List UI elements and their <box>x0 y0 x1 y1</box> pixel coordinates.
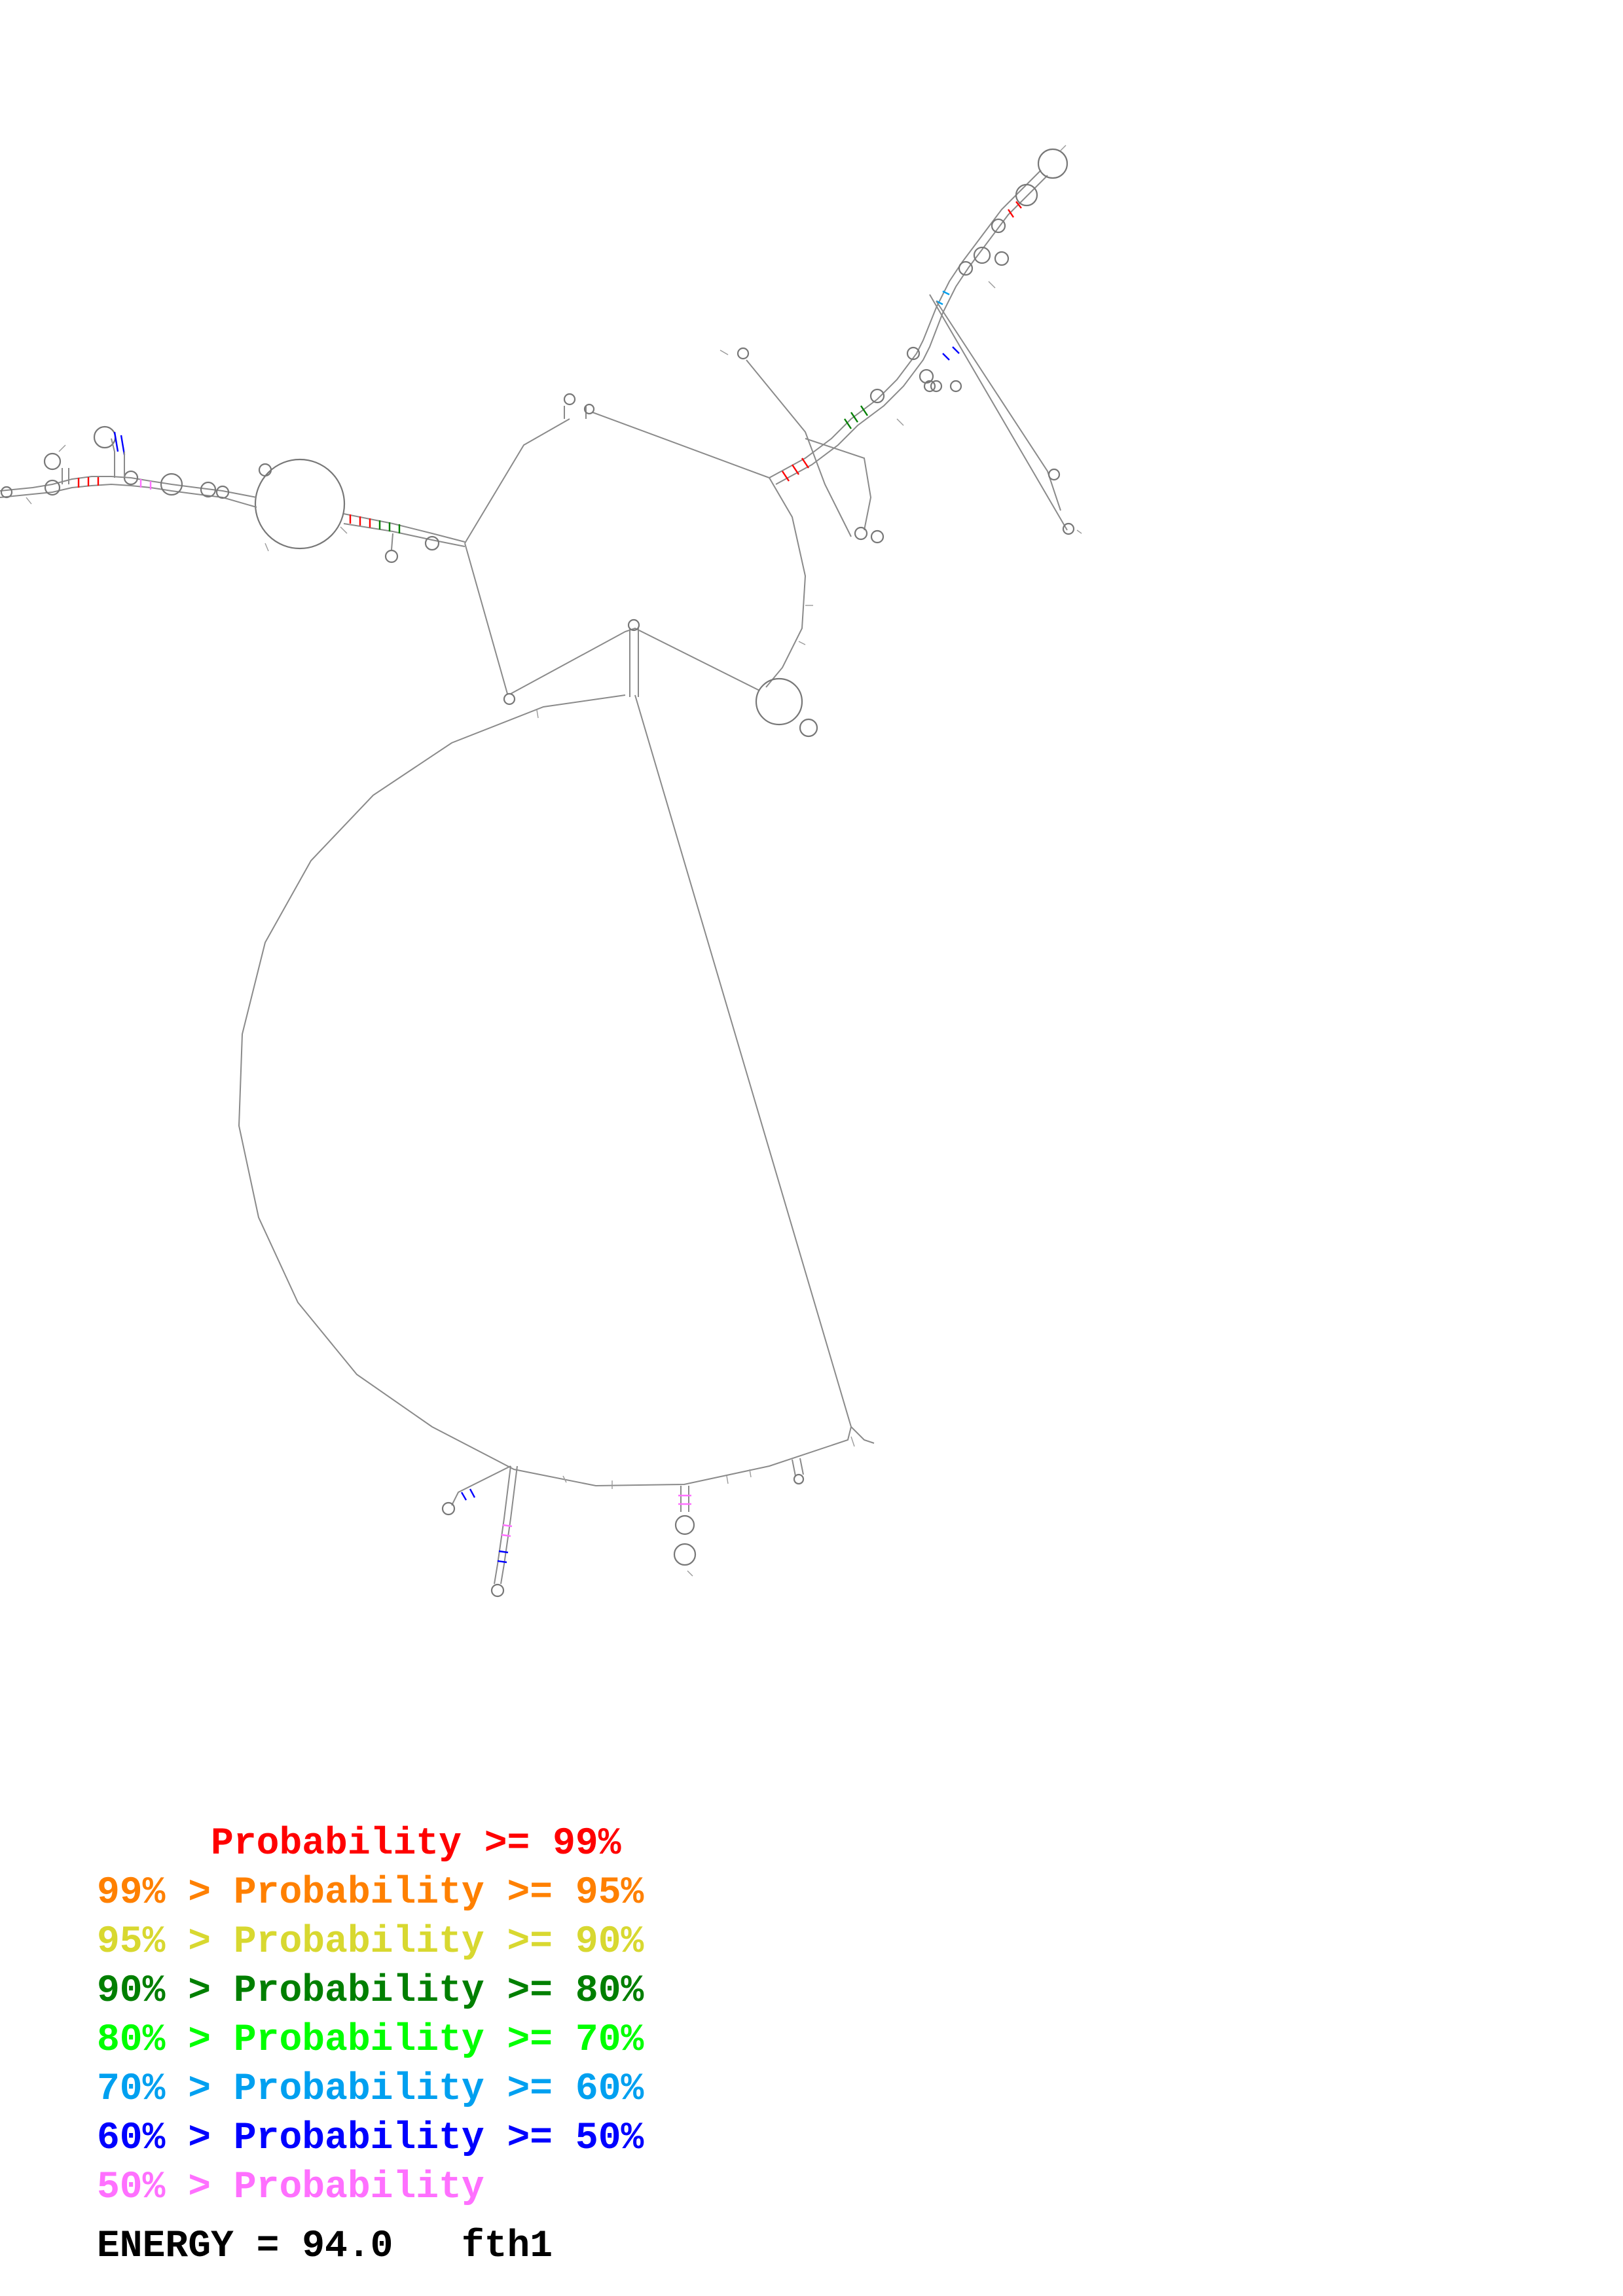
legend-row: 60% > Probability >= 50% <box>97 2117 644 2160</box>
left-chain-loop-2 <box>200 481 217 498</box>
left-chain-backbone <box>0 476 257 498</box>
upper-right-loop-f <box>906 346 921 361</box>
bottom-mid-stem <box>680 1486 689 1512</box>
probability-legend: Probability >= 99% 99% > Probability >= 9… <box>97 1820 644 2212</box>
top-right-hairpin-large <box>1037 148 1068 179</box>
right-mid-hairpin-2 <box>870 529 884 544</box>
right-mid-hairpin-1 <box>854 526 868 541</box>
top-small-hairpin <box>563 393 576 406</box>
left-chain-branch-2 <box>62 468 69 484</box>
left-chain-loop-3 <box>215 485 230 499</box>
left-chain-loop-7 <box>44 479 61 496</box>
right-internal-loop <box>755 677 803 726</box>
energy-label: ENERGY = 94.0 fth1 <box>97 2225 553 2268</box>
left-chain-branch <box>111 438 125 478</box>
left-arm-pairs-red <box>349 514 371 528</box>
left-chain-loop-9 <box>258 463 272 477</box>
small-loop-left <box>503 692 516 706</box>
bottom-left-pairs-blue-2 <box>460 1488 476 1501</box>
bottom-mid-loop-1 <box>674 1515 695 1535</box>
backbone-chord-right <box>634 694 852 1427</box>
left-chain-pairs-pink <box>139 479 152 490</box>
bottom-left-pairs-blue <box>497 1550 509 1564</box>
top-right-loop-3 <box>991 218 1006 234</box>
upper-right-loop-c <box>923 380 936 393</box>
legend-row: Probability >= 99% <box>97 1823 621 1865</box>
far-right-hairpin-2 <box>1062 522 1075 535</box>
legend-row: 80% > Probability >= 70% <box>97 2019 644 2062</box>
legend-row: 99% > Probability >= 95% <box>97 1872 644 1914</box>
top-small-hairpin-2 <box>583 403 595 415</box>
left-chain-loop-5 <box>93 425 117 449</box>
upper-right-loop-a <box>869 388 885 404</box>
upper-right-pairs-red <box>782 457 809 482</box>
legend-row: 50% > Probability <box>97 2166 484 2209</box>
upper-right-long-chord <box>929 294 1068 531</box>
bottom-left-hairpin-1 <box>490 1583 505 1598</box>
upper-right-backbone-2 <box>775 175 1048 485</box>
bottom-right-stem <box>792 1458 804 1477</box>
backbone-large-arc <box>238 694 852 1487</box>
bottom-left-hairpin-2 <box>441 1501 456 1516</box>
bottom-mid-pairs-pink <box>678 1494 691 1505</box>
left-arm-stem-to-center <box>343 513 465 547</box>
top-right-pairs-red <box>1008 201 1022 218</box>
left-chain-loop-1 <box>160 473 183 496</box>
legend-row: 70% > Probability >= 60% <box>97 2068 644 2111</box>
backbone-central-inner <box>464 543 760 694</box>
left-chain-loop-8 <box>0 486 13 499</box>
left-chain-pairs-blue <box>113 431 126 456</box>
left-arm-hairpin-stem <box>391 533 393 550</box>
upper-right-hairpin-top <box>737 347 750 360</box>
backbone-central-loop <box>464 412 807 688</box>
left-arm-hairpin-down <box>384 549 399 564</box>
left-big-multiloop <box>254 458 346 550</box>
rna-secondary-structure-diagram <box>0 145 1082 1598</box>
legend-row: 90% > Probability >= 80% <box>97 1970 644 2013</box>
central-stem <box>629 628 639 697</box>
upper-right-loop-d <box>930 380 943 393</box>
central-stem-hairpin-loop <box>627 619 640 632</box>
top-right-loop-4 <box>973 246 991 264</box>
left-chain-pairs-red <box>77 477 100 488</box>
right-hairpin-loop <box>799 718 818 738</box>
bottom-right-hairpin <box>793 1473 805 1485</box>
upper-right-loop-e <box>949 380 962 393</box>
upper-right-pairs-green <box>844 405 868 429</box>
bottom-left-pairs-pink <box>501 1524 513 1537</box>
top-right-loop-2 <box>1015 183 1038 207</box>
left-arm-small-loop <box>424 535 440 551</box>
nucleotide-tick-marks <box>26 145 1082 1577</box>
upper-right-branch-down <box>746 359 872 537</box>
top-right-loop-5 <box>958 260 974 276</box>
chord-end-hairpin <box>850 1426 875 1444</box>
upper-right-backbone <box>769 170 1042 478</box>
left-arm-pairs-green <box>378 520 401 533</box>
left-chain-backbone-2 <box>0 483 257 508</box>
upper-right-pairs-blue <box>942 346 960 361</box>
left-chain-loop-6 <box>43 452 62 471</box>
bottom-mid-loop-2 <box>673 1543 697 1566</box>
far-right-hairpin-1 <box>1048 468 1061 481</box>
top-right-loop-6 <box>994 251 1010 266</box>
bottom-left-stem <box>451 1465 518 1585</box>
legend-row: 95% > Probability >= 90% <box>97 1921 644 1964</box>
